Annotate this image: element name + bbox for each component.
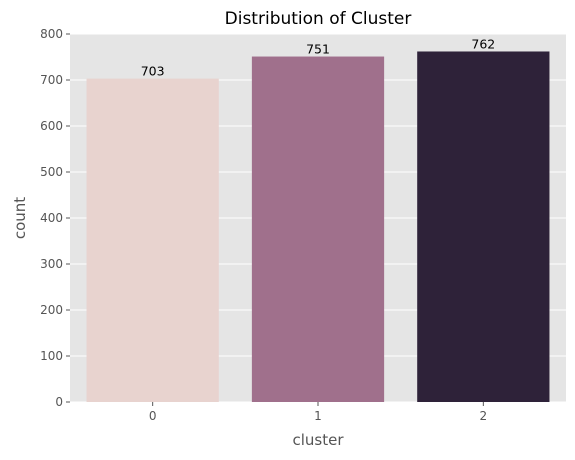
bar-cluster-2 — [417, 51, 549, 402]
bars — [87, 51, 550, 402]
y-tick-label-2: 200 — [40, 303, 63, 317]
chart-title: Distribution of Cluster — [225, 9, 412, 29]
y-tick-label-6: 600 — [40, 119, 63, 133]
y-tick-label-0: 0 — [55, 395, 63, 409]
y-tick-label-1: 100 — [40, 349, 63, 363]
y-tick-label-7: 700 — [40, 73, 63, 87]
x-tick-label-2: 2 — [480, 409, 488, 423]
y-tick-label-4: 400 — [40, 211, 63, 225]
y-tick-label-8: 800 — [40, 27, 63, 41]
bar-value-label-1: 751 — [306, 42, 330, 57]
y-tick-label-3: 300 — [40, 257, 63, 271]
x-tick-label-1: 1 — [314, 409, 322, 423]
bar-value-label-0: 703 — [141, 64, 165, 79]
y-axis-ticks: 0 100 200 300 400 500 600 700 800 — [40, 27, 70, 409]
x-axis-label: cluster — [292, 431, 344, 449]
bar-value-label-2: 762 — [471, 36, 495, 51]
bar-cluster-0 — [87, 79, 219, 402]
bar-cluster-1 — [252, 57, 384, 402]
x-tick-label-0: 0 — [149, 409, 157, 423]
y-tick-label-5: 500 — [40, 165, 63, 179]
y-axis-label: count — [11, 197, 29, 239]
x-axis-ticks: 0 1 2 — [149, 402, 487, 423]
